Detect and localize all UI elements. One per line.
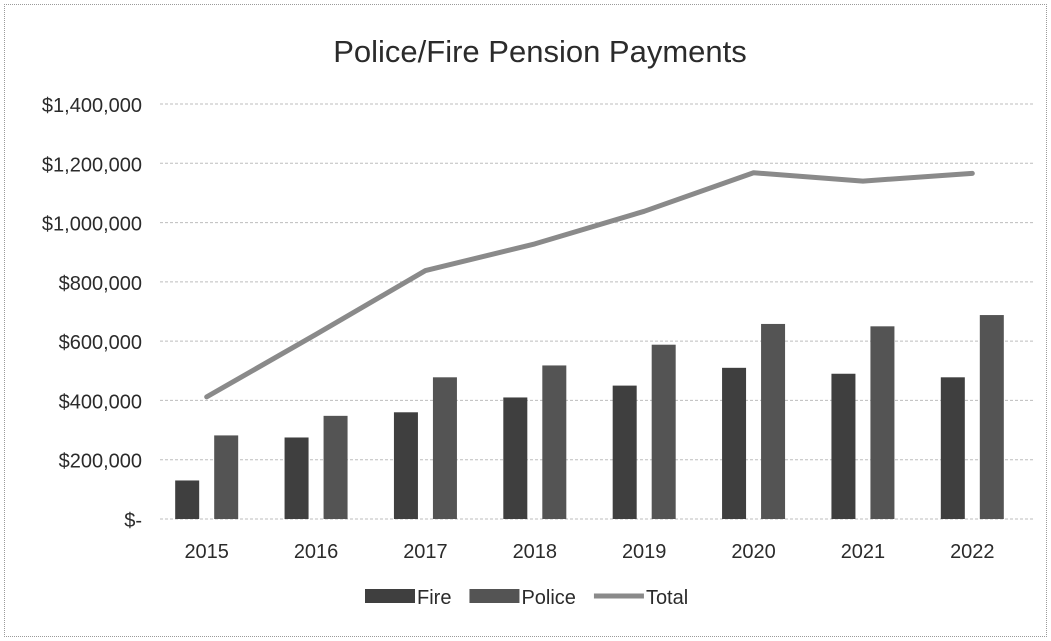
x-tick-label: 2018: [513, 541, 558, 563]
bar-police: [542, 365, 567, 519]
bar-fire: [940, 377, 965, 519]
y-tick-label: $-: [124, 510, 142, 532]
line-point-total: [314, 332, 318, 336]
x-tick-label: 2020: [731, 541, 776, 563]
legend-label-total: Total: [646, 587, 688, 609]
line-point-total: [970, 171, 974, 175]
legend: Fire Police Total: [365, 587, 688, 609]
bar-police: [323, 415, 348, 519]
x-tick-label: 2021: [841, 541, 886, 563]
bar-police: [870, 326, 895, 519]
bar-fire: [722, 367, 747, 519]
x-axis-tick-labels: 2015 2016 2017 2018 2019 2020 2021 2022: [184, 541, 994, 563]
legend-label-police: Police: [521, 587, 575, 609]
y-tick-label: $1,400,000: [42, 95, 142, 117]
line-point-total: [861, 179, 865, 183]
line-point-total: [205, 395, 209, 399]
bars: [175, 315, 1004, 519]
bar-police: [432, 377, 457, 519]
bar-police: [761, 323, 786, 519]
y-tick-label: $200,000: [59, 451, 142, 473]
legend-label-fire: Fire: [417, 587, 451, 609]
legend-swatch-police: [469, 589, 520, 603]
x-tick-label: 2019: [622, 541, 667, 563]
bar-fire: [612, 385, 637, 519]
line-point-total: [533, 242, 537, 246]
y-tick-label: $600,000: [59, 332, 142, 354]
total-line-layer: [204, 170, 975, 400]
chart-title: Police/Fire Pension Payments: [333, 34, 747, 69]
y-tick-label: $1,200,000: [42, 154, 142, 176]
y-axis-tick-labels: $- $200,000 $400,000 $600,000 $800,000 $1,000…: [42, 95, 142, 532]
bar-fire: [393, 412, 418, 519]
bar-police: [979, 315, 1004, 519]
bar-fire: [175, 480, 200, 519]
x-tick-label: 2022: [950, 541, 995, 563]
x-tick-label: 2017: [403, 541, 448, 563]
y-tick-label: $1,000,000: [42, 214, 142, 236]
line-total: [204, 170, 975, 400]
bar-fire: [831, 373, 856, 519]
y-tick-label: $400,000: [59, 391, 142, 413]
line-point-total: [642, 209, 646, 213]
chart-frame: [4, 4, 1047, 637]
bar-police: [214, 435, 239, 519]
bar-fire: [503, 397, 528, 519]
y-tick-label: $800,000: [59, 273, 142, 295]
x-tick-label: 2016: [294, 541, 339, 563]
bar-police: [651, 344, 676, 519]
x-tick-label: 2015: [184, 541, 229, 563]
line-point-total: [423, 269, 427, 273]
bar-fire: [284, 437, 309, 519]
legend-swatch-fire: [365, 589, 415, 603]
line-point-total: [752, 171, 756, 175]
